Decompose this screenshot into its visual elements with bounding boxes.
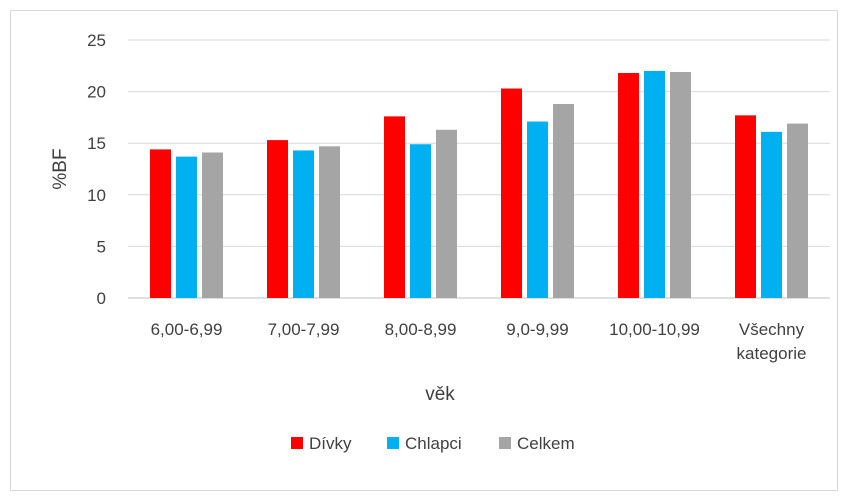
x-axis-title: věk [425,384,455,405]
legend-swatch-celkem [499,437,511,449]
bar-celkem [553,103,574,298]
bar-chlapci [527,121,548,298]
legend-label-celkem: Celkem [517,434,575,453]
bar-dívky [384,116,405,298]
bar-dívky [501,88,522,298]
y-tick-label: 5 [97,237,106,256]
y-tick-label: 10 [87,186,106,205]
bar-chlapci [176,156,197,298]
y-tick-label: 20 [87,83,106,102]
bar-celkem [319,146,340,298]
y-tick-label: 15 [87,134,106,153]
legend-swatch-chlapci [387,437,399,449]
x-tick-label: Všechny kategorie [737,320,807,363]
x-tick-label-line: 9,0-9,99 [506,320,568,339]
x-tick-label: 7,00-7,99 [268,320,340,339]
legend-label-chlapci: Chlapci [405,434,462,453]
bar-chlapci [410,144,431,298]
x-tick-label-line: kategorie [737,344,807,363]
x-tick-label-line: 8,00-8,99 [385,320,457,339]
bar-chlapci [293,150,314,298]
bar-dívky [618,73,639,298]
bar-chlapci [761,131,782,298]
legend-swatch-dívky [291,437,303,449]
x-tick-label-line: 7,00-7,99 [268,320,340,339]
y-tick-label: 0 [97,289,106,308]
bar-dívky [150,149,171,298]
bar-celkem [202,152,223,298]
bar-chlapci [644,70,665,299]
bar-celkem [670,71,691,298]
x-tick-label: 9,0-9,99 [506,320,568,339]
x-tick-label-line: 10,00-10,99 [609,320,700,339]
x-tick-label-line: Všechny [739,320,805,339]
y-axis-title: %BF [50,148,71,189]
x-tick-label-line: 6,00-6,99 [151,320,223,339]
bar-dívky [267,140,288,298]
bar-celkem [436,129,457,298]
x-tick-label: 8,00-8,99 [385,320,457,339]
legend-label-dívky: Dívky [309,434,352,453]
x-tick-label: 10,00-10,99 [609,320,700,339]
y-tick-label: 25 [87,31,106,50]
x-tick-label: 6,00-6,99 [151,320,223,339]
bar-celkem [787,123,808,298]
bar-dívky [735,115,756,298]
